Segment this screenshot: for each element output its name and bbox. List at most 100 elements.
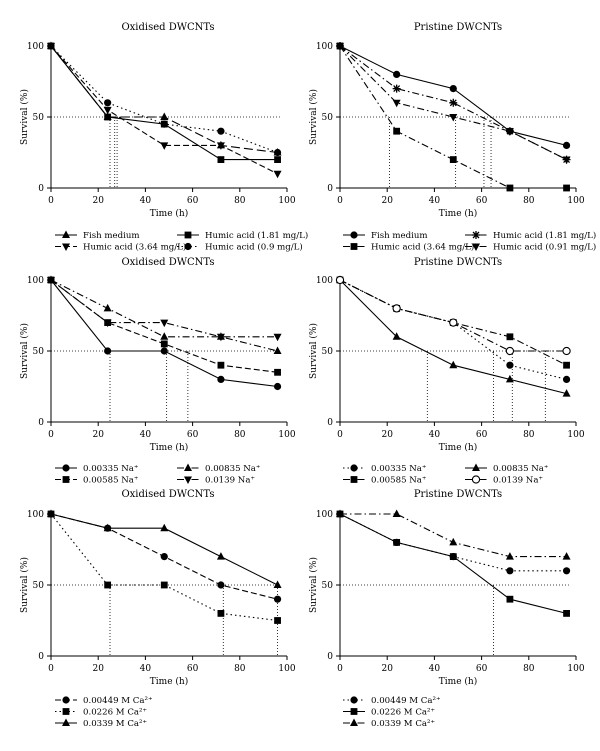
data-point bbox=[216, 333, 225, 342]
data-point bbox=[506, 595, 514, 603]
y-axis-label: Survival (%) bbox=[308, 557, 319, 613]
legend-marker bbox=[471, 475, 481, 484]
data-point bbox=[217, 361, 225, 369]
data-point bbox=[505, 552, 514, 560]
series-line bbox=[50, 45, 278, 154]
data-point bbox=[217, 610, 225, 617]
data-point bbox=[160, 142, 169, 150]
data-point bbox=[449, 553, 457, 560]
x-tick-label: 0 bbox=[337, 664, 343, 674]
data-point bbox=[393, 70, 401, 78]
y-tick-label: 50 bbox=[33, 113, 45, 123]
legend-label: Humic acid (1.81 mg/L) bbox=[493, 230, 596, 241]
data-point bbox=[160, 581, 168, 589]
legend-label: 0.0226 M Ca²⁺ bbox=[83, 708, 147, 718]
data-point bbox=[335, 275, 345, 285]
data-point bbox=[392, 304, 401, 313]
data-point bbox=[274, 156, 281, 163]
data-point bbox=[273, 382, 282, 391]
legend-marker bbox=[350, 231, 358, 239]
legend-label: 0.00585 Na⁺ bbox=[371, 476, 426, 486]
data-point bbox=[449, 537, 458, 546]
series-line bbox=[339, 45, 567, 146]
data-point bbox=[217, 156, 225, 163]
y-tick-label: 50 bbox=[322, 113, 334, 123]
y-axis-label: Survival (%) bbox=[19, 557, 30, 613]
legend-marker bbox=[472, 463, 480, 471]
x-tick-label: 20 bbox=[92, 664, 104, 674]
data-point bbox=[562, 567, 571, 575]
data-point bbox=[160, 340, 168, 348]
y-axis-label: Survival (%) bbox=[19, 89, 30, 145]
data-point bbox=[563, 361, 570, 369]
data-point bbox=[160, 120, 168, 128]
x-tick-label: 100 bbox=[567, 664, 584, 674]
x-tick-label: 0 bbox=[48, 430, 54, 440]
data-point bbox=[393, 127, 401, 135]
x-tick-label: 40 bbox=[140, 664, 152, 674]
data-point bbox=[449, 318, 458, 327]
x-tick-label: 20 bbox=[381, 196, 393, 206]
x-axis-label: Time (h) bbox=[150, 442, 188, 453]
legend-label: 0.00449 M Ca²⁺ bbox=[371, 696, 440, 706]
x-tick-label: 40 bbox=[140, 430, 152, 440]
data-point bbox=[217, 581, 225, 589]
legend-marker bbox=[62, 476, 70, 483]
x-tick-label: 100 bbox=[567, 430, 584, 440]
data-point bbox=[393, 539, 401, 546]
data-point bbox=[505, 374, 514, 383]
x-axis-label: Time (h) bbox=[439, 208, 477, 219]
data-point bbox=[562, 156, 571, 165]
legend-label: Humic acid (3.64 mg/L) bbox=[83, 242, 186, 253]
data-point bbox=[392, 509, 401, 517]
y-tick-label: 0 bbox=[327, 652, 333, 662]
data-point bbox=[274, 617, 281, 624]
y-tick-label: 50 bbox=[33, 581, 45, 591]
data-point bbox=[273, 148, 282, 157]
x-tick-label: 40 bbox=[429, 664, 441, 674]
legend-marker bbox=[184, 231, 192, 239]
legend-label: Humic acid (0.91 mg/L) bbox=[493, 242, 596, 253]
legend-marker bbox=[472, 231, 480, 239]
chart-title: Pristine DWCNTs bbox=[414, 22, 502, 33]
series-line bbox=[339, 279, 567, 395]
data-point bbox=[562, 552, 571, 560]
y-tick-label: 100 bbox=[27, 276, 44, 286]
x-tick-label: 80 bbox=[523, 664, 535, 674]
x-tick-label: 40 bbox=[429, 430, 441, 440]
x-tick-label: 80 bbox=[523, 430, 535, 440]
chart-title: Pristine DWCNTs bbox=[414, 257, 502, 268]
x-tick-label: 40 bbox=[140, 196, 152, 206]
legend-marker bbox=[350, 243, 358, 250]
legend-label: 0.0139 Na⁺ bbox=[493, 476, 543, 486]
y-tick-label: 50 bbox=[322, 581, 334, 591]
legend-marker bbox=[62, 243, 70, 251]
data-point bbox=[449, 114, 458, 122]
x-tick-label: 80 bbox=[234, 196, 246, 206]
legend-label: 0.00449 M Ca²⁺ bbox=[83, 696, 152, 706]
data-point bbox=[336, 43, 344, 51]
chart-panel: Pristine DWCNTs 0 20 40 60 80 100 0 50 100 Time (h… bbox=[308, 489, 585, 729]
legend-label: Humic acid (3.64 mg/L) bbox=[371, 242, 474, 253]
x-tick-label: 80 bbox=[523, 196, 535, 206]
series-line bbox=[339, 45, 567, 161]
chart-title: Oxidised DWCNTs bbox=[121, 257, 214, 268]
x-axis-label: Time (h) bbox=[150, 676, 188, 687]
data-point bbox=[505, 346, 515, 356]
data-point bbox=[160, 332, 169, 340]
series-line bbox=[339, 279, 567, 352]
data-point bbox=[273, 333, 282, 342]
x-tick-label: 0 bbox=[48, 664, 54, 674]
data-point bbox=[336, 509, 344, 517]
data-point bbox=[217, 375, 225, 383]
data-point bbox=[160, 553, 168, 561]
y-tick-label: 100 bbox=[316, 42, 333, 52]
y-tick-label: 0 bbox=[38, 184, 44, 194]
data-point bbox=[103, 303, 112, 312]
legend-label: Humic acid (0.9 mg/L) bbox=[205, 242, 303, 253]
chart-title: Oxidised DWCNTs bbox=[121, 22, 214, 33]
data-point bbox=[103, 319, 112, 328]
legend-marker bbox=[62, 464, 70, 472]
data-point bbox=[563, 610, 570, 617]
